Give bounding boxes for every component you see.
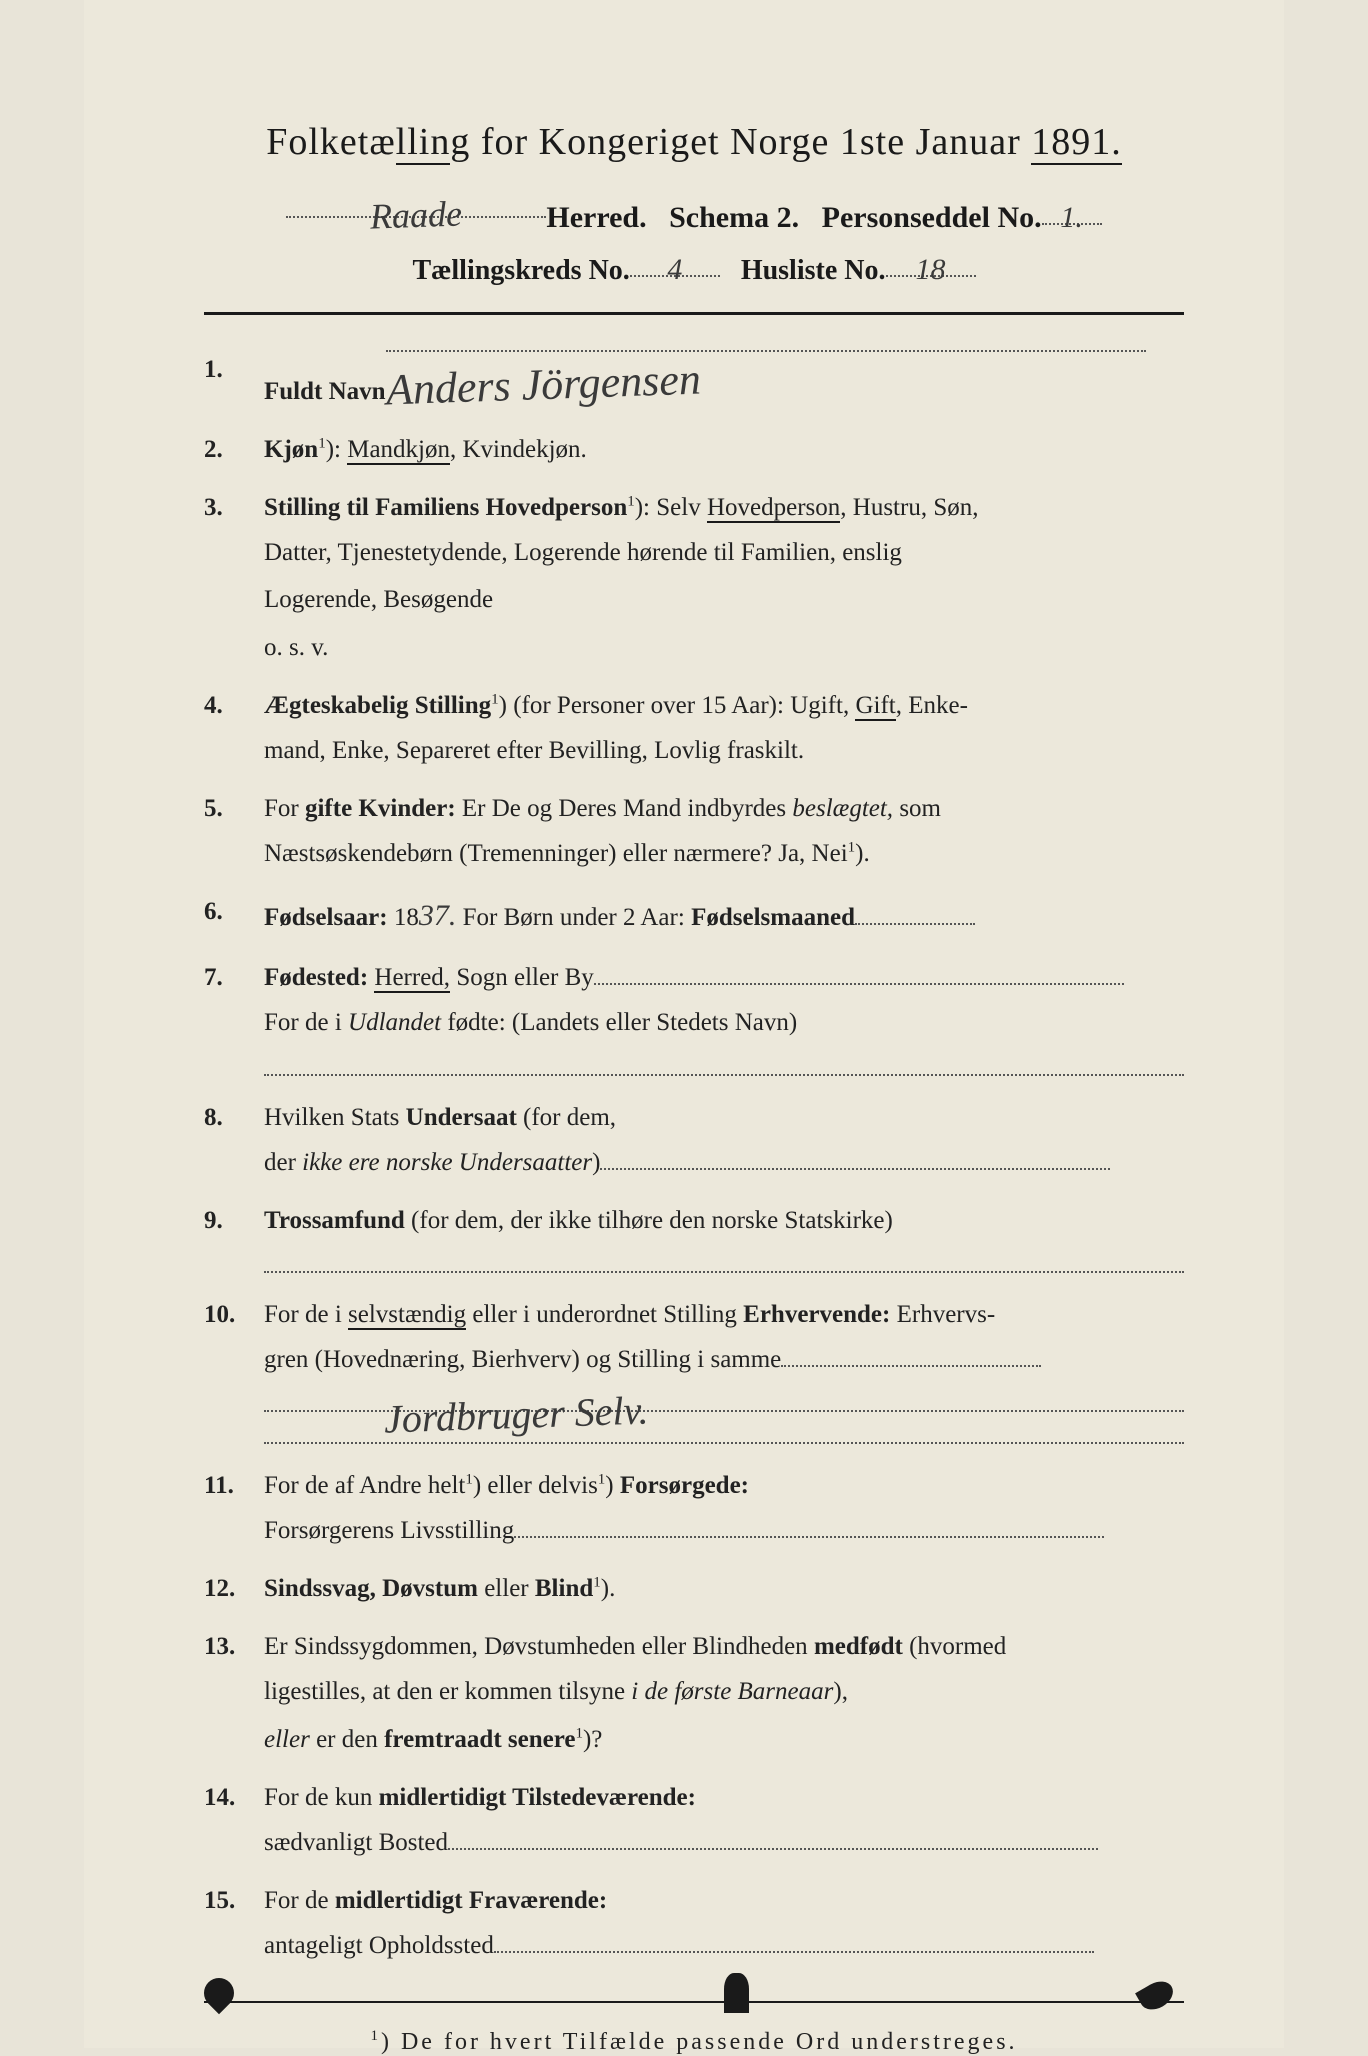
page-tear	[198, 1972, 240, 2014]
main-title: Folketælling for Kongeriget Norge 1ste J…	[204, 120, 1184, 164]
item-7-cont1: For de i Udlandet fødte: (Landets eller …	[204, 1002, 1184, 1043]
item-12: 12. Sindssvag, Døvstum eller Blind1).	[204, 1569, 1184, 1609]
item-13-cont2: eller er den fremtraadt senere1)?	[204, 1719, 1184, 1760]
kreds-line: Tællingskreds No.4 Husliste No.18	[204, 253, 1184, 287]
item-15-cont1: antageligt Opholdssted	[204, 1925, 1184, 1966]
item-3-cont3: o. s. v.	[204, 627, 1184, 668]
item-5: 5. For gifte Kvinder: Er De og Deres Man…	[204, 789, 1184, 829]
birthyear-handwritten: 37.	[419, 892, 457, 940]
item-2: 2. Kjøn1): Mandkjøn, Kvindekjøn.	[204, 430, 1184, 470]
item-6: 6. Fødselsaar: 1837. For Børn under 2 Aa…	[204, 892, 1184, 940]
footnote: 1) De for hvert Tilfælde passende Ord un…	[204, 2028, 1184, 2056]
item-8-cont1: der ikke ere norske Undersaatter)	[204, 1142, 1184, 1183]
item-13: 13. Er Sindssygdommen, Døvstumheden elle…	[204, 1627, 1184, 1667]
personseddel-no: 1.	[1060, 201, 1083, 235]
item-11-cont1: Forsørgerens Livsstilling	[204, 1510, 1184, 1551]
item-10-handwritten: Jordbruger Selv.	[204, 1388, 1184, 1412]
item-11: 11. For de af Andre helt1) eller delvis1…	[204, 1466, 1184, 1506]
item-9-blank	[204, 1249, 1184, 1273]
item-4: 4. Ægteskabelig Stilling1) (for Personer…	[204, 686, 1184, 726]
item-1: 1. Fuldt NavnAnders Jörgensen	[204, 350, 1184, 412]
item-14: 14. For de kun midlertidigt Tilstedevære…	[204, 1778, 1184, 1818]
item-14-cont1: sædvanligt Bosted	[204, 1822, 1184, 1863]
page-tear	[724, 1973, 749, 2013]
item-10-blank	[204, 1420, 1184, 1444]
herred-line: RaadeHerred. Schema 2. Personseddel No.1…	[204, 194, 1184, 235]
item-8: 8. Hvilken Stats Undersaat (for dem,	[204, 1098, 1184, 1138]
item-7-blank	[204, 1052, 1184, 1076]
page-tear	[1135, 1976, 1178, 2015]
taellingskreds-no: 4	[667, 253, 682, 287]
name-handwritten: Anders Jörgensen	[384, 345, 701, 426]
item-13-cont1: ligestilles, at den er kommen tilsyne i …	[204, 1671, 1184, 1712]
item-7: 7. Fødested: Herred, Sogn eller By	[204, 958, 1184, 998]
item-9: 9. Trossamfund (for dem, der ikke tilhør…	[204, 1201, 1184, 1241]
item-15: 15. For de midlertidigt Fraværende:	[204, 1881, 1184, 1921]
item-10-cont1: gren (Hovednæring, Bierhverv) og Stillin…	[204, 1339, 1184, 1380]
herred-handwritten: Raade	[370, 192, 463, 237]
census-form-page: Folketælling for Kongeriget Norge 1ste J…	[84, 0, 1284, 2048]
item-3: 3. Stilling til Familiens Hovedperson1):…	[204, 488, 1184, 528]
bottom-divider	[204, 2001, 1184, 2003]
item-10: 10. For de i selvstændig eller i underor…	[204, 1295, 1184, 1335]
top-divider	[204, 312, 1184, 315]
occupation-handwritten: Jordbruger Selv.	[383, 1377, 650, 1452]
item-4-cont1: mand, Enke, Separeret efter Bevilling, L…	[204, 730, 1184, 771]
item-3-cont1: Datter, Tjenestetydende, Logerende høren…	[204, 532, 1184, 573]
item-5-cont1: Næstsøskendebørn (Tremenninger) eller næ…	[204, 833, 1184, 874]
item-3-cont2: Logerende, Besøgende	[204, 579, 1184, 620]
husliste-no: 18	[916, 253, 946, 287]
